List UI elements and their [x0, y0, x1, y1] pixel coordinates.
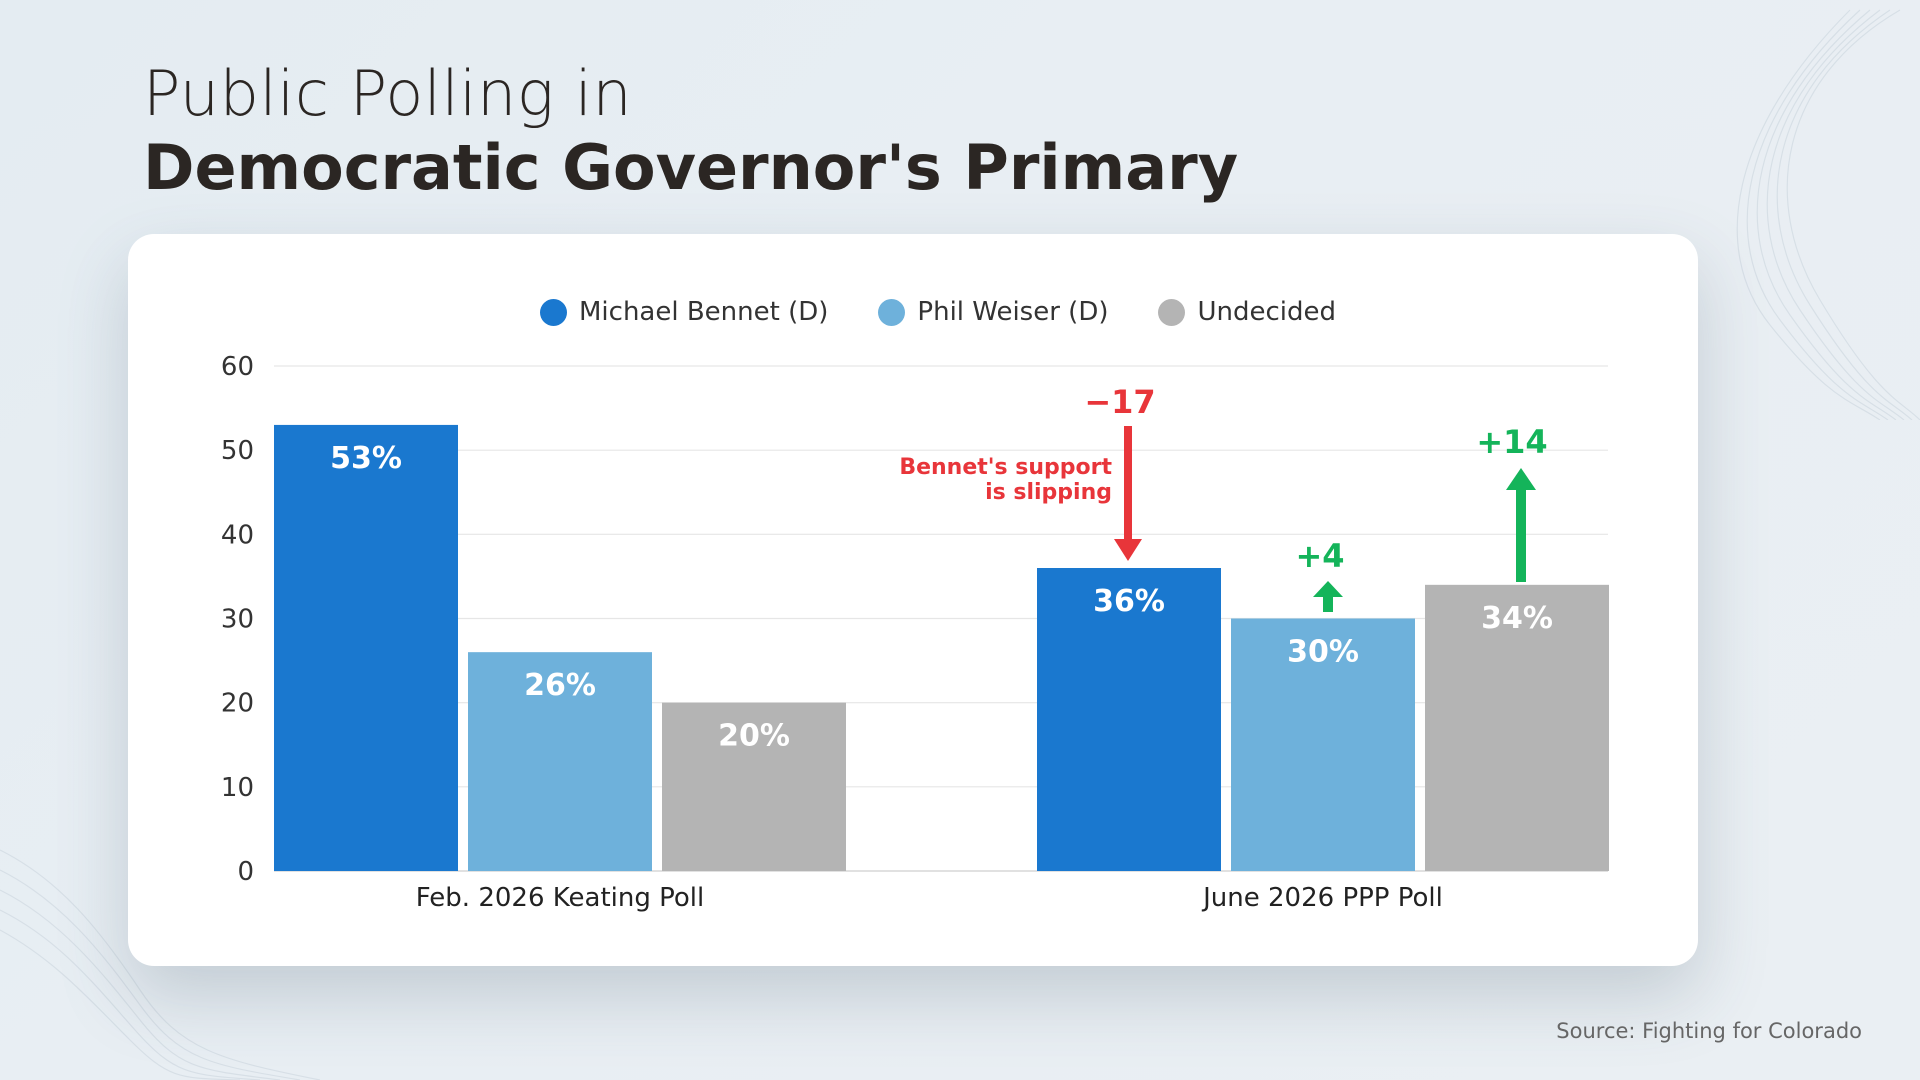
- bar-value-label: 26%: [524, 668, 596, 703]
- legend-label-bennet: Michael Bennet (D): [579, 297, 829, 327]
- weiser-increase-arrow-head: [1313, 581, 1343, 597]
- bar-2-0: [662, 702, 846, 871]
- page-title-line1: Public Polling in: [143, 57, 633, 130]
- legend-item-undecided: Undecided: [1158, 297, 1336, 327]
- decorative-lines-bottom-left: [0, 849, 321, 1080]
- bar-value-label: 34%: [1481, 601, 1553, 636]
- bennet-note-line1: Bennet's support: [899, 455, 1112, 480]
- legend-label-weiser: Phil Weiser (D): [917, 297, 1109, 327]
- y-tick-label: 50: [221, 436, 254, 466]
- legend-dot-undecided: [1158, 298, 1186, 326]
- source-note: Source: Fighting for Colorado: [1556, 1019, 1862, 1043]
- bar-1-0: [468, 652, 652, 871]
- y-tick-label: 20: [221, 689, 254, 719]
- decorative-lines-top-right: [1736, 9, 1920, 420]
- legend-label-undecided: Undecided: [1197, 297, 1337, 327]
- bar-0-0: [274, 424, 458, 871]
- y-tick-label: 40: [221, 520, 254, 550]
- weiser-change-label: +4: [1295, 537, 1344, 575]
- legend-dot-bennet: [540, 298, 567, 326]
- bar-1-1: [1231, 618, 1415, 871]
- bar-value-label: 36%: [1093, 584, 1165, 619]
- bar-value-label: 20%: [718, 719, 790, 754]
- bar-value-label: 53%: [330, 441, 402, 476]
- title-block: Public Polling in Democratic Governor's …: [143, 58, 1238, 206]
- bennet-decline-arrow-head: [1114, 539, 1142, 561]
- y-tick-label: 30: [221, 605, 254, 635]
- page-title-line2: Democratic Governor's Primary: [143, 131, 1239, 204]
- undecided-increase-arrow-head: [1506, 468, 1536, 490]
- bar-0-1: [1037, 568, 1221, 871]
- chart-legend: Michael Bennet (D) Phil Weiser (D) Undec…: [540, 297, 1386, 327]
- bar-value-label: 30%: [1287, 635, 1359, 670]
- y-tick-label: 10: [221, 773, 254, 803]
- bennet-note-line2: is slipping: [985, 480, 1112, 505]
- y-tick-label: 60: [221, 352, 254, 382]
- x-category-label: Feb. 2026 Keating Poll: [416, 883, 704, 913]
- legend-item-weiser: Phil Weiser (D): [878, 297, 1108, 327]
- legend-dot-weiser: [878, 298, 906, 326]
- bennet-change-label: −17: [1084, 383, 1155, 421]
- bar-2-1: [1425, 584, 1609, 871]
- undecided-change-label: +14: [1476, 423, 1547, 461]
- y-tick-label: 0: [237, 857, 254, 887]
- x-category-label: June 2026 PPP Poll: [1201, 883, 1443, 913]
- legend-item-bennet: Michael Bennet (D): [540, 297, 828, 327]
